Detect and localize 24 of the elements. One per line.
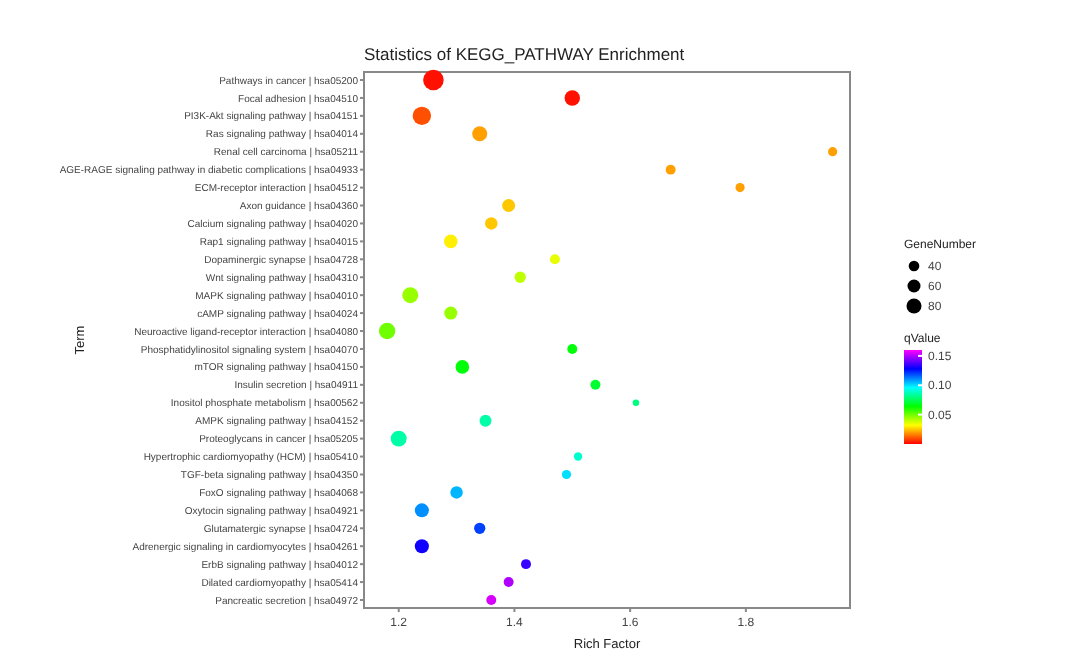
point bbox=[567, 344, 578, 354]
point bbox=[455, 360, 470, 374]
point bbox=[514, 271, 526, 283]
point bbox=[564, 90, 581, 106]
point bbox=[414, 539, 429, 554]
point bbox=[414, 503, 429, 518]
point bbox=[444, 306, 458, 320]
point bbox=[828, 147, 838, 157]
point bbox=[472, 126, 488, 142]
point bbox=[486, 595, 497, 605]
chart-title: Statistics of KEGG_PATHWAY Enrichment bbox=[364, 44, 686, 64]
point bbox=[502, 199, 516, 213]
point bbox=[479, 414, 492, 427]
point bbox=[444, 234, 458, 249]
point bbox=[485, 217, 498, 230]
point bbox=[521, 559, 531, 570]
point bbox=[474, 522, 486, 534]
point bbox=[590, 379, 601, 390]
point bbox=[549, 254, 560, 265]
point bbox=[665, 164, 676, 175]
point bbox=[450, 486, 463, 499]
point bbox=[735, 182, 745, 193]
point bbox=[503, 577, 514, 588]
point bbox=[561, 469, 572, 480]
